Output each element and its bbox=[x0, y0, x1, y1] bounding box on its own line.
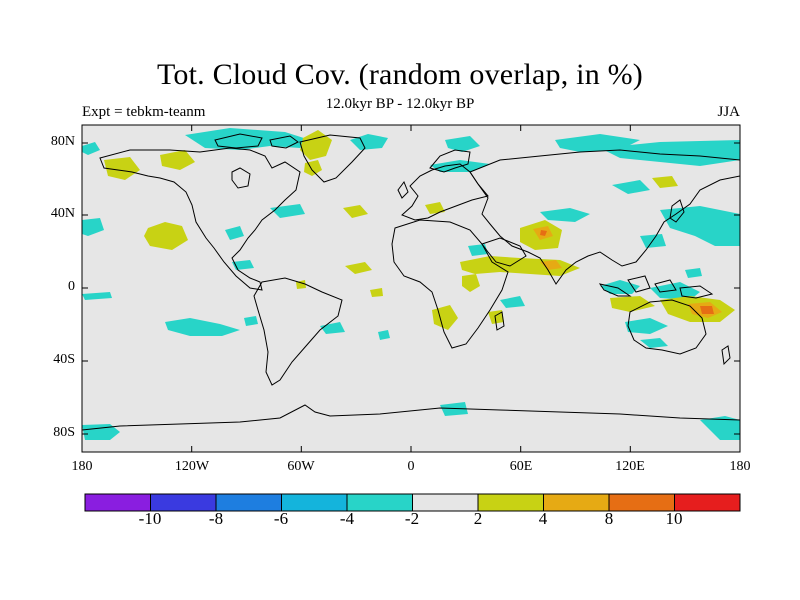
coastline-arctic-islands bbox=[269, 135, 299, 149]
coastline-africa bbox=[391, 219, 509, 349]
anomaly-negative-patch bbox=[612, 180, 650, 194]
colorbar-label-0: -10 bbox=[138, 509, 162, 528]
lon-label-120e: 120E bbox=[615, 459, 645, 474]
lon-label-120w: 120W bbox=[174, 459, 210, 474]
anomaly-positive-patch bbox=[425, 202, 445, 214]
colorbar-label-3: -4 bbox=[339, 509, 355, 528]
anomaly-positive-patch bbox=[345, 262, 372, 274]
colorbar-label-1: -8 bbox=[208, 509, 224, 528]
lon-label-0: 0 bbox=[407, 459, 415, 474]
colorbar-label-4: -2 bbox=[404, 509, 420, 528]
anomaly-negative-patch bbox=[440, 402, 468, 416]
anomaly-negative-patch bbox=[82, 218, 104, 236]
coastline-greenland bbox=[299, 134, 366, 183]
coastline-new-guinea bbox=[679, 285, 714, 299]
anomaly-negative-patch bbox=[378, 330, 390, 340]
coastline-arctic-islands bbox=[214, 133, 263, 149]
coastline-britain bbox=[397, 180, 409, 199]
anomaly-negative-patch bbox=[165, 318, 240, 336]
lat-label-40s: 40S bbox=[53, 352, 75, 367]
anomaly-negative-patch bbox=[270, 204, 305, 218]
anomaly-patches bbox=[82, 128, 740, 440]
anomaly-positive-large-patch bbox=[540, 260, 562, 270]
anomaly-negative-patch bbox=[82, 142, 100, 155]
anomaly-negative-patch bbox=[445, 136, 480, 152]
coastline-indonesia bbox=[598, 283, 632, 297]
coastline-arabia bbox=[481, 237, 527, 267]
anomaly-negative-patch bbox=[650, 282, 700, 300]
coastline-australia bbox=[627, 299, 707, 355]
colorbar-label-7: 8 bbox=[604, 509, 614, 528]
anomaly-positive-patch bbox=[610, 296, 655, 312]
anomaly-positive-patch bbox=[144, 222, 188, 250]
coastline-indonesia bbox=[627, 275, 651, 293]
coastline-scandinavia bbox=[429, 149, 471, 173]
anomaly-negative-patch bbox=[82, 424, 120, 440]
anomaly-positive-patch bbox=[343, 205, 368, 218]
lat-label-40n: 40N bbox=[50, 206, 75, 221]
anomaly-positive-patch bbox=[300, 130, 332, 160]
colorbar bbox=[84, 493, 741, 512]
anomaly-negative-patch bbox=[640, 338, 668, 348]
experiment-label: Expt = tebkm-teanm bbox=[82, 104, 206, 120]
coastline-asia bbox=[469, 149, 740, 285]
plot-title: Tot. Cloud Cov. (random overlap, in %) bbox=[157, 58, 643, 91]
map-background bbox=[82, 125, 740, 452]
coastline-south-america bbox=[253, 277, 343, 386]
anomaly-negative-patch bbox=[700, 416, 740, 440]
coastline-north-america bbox=[99, 147, 301, 291]
colorbar-label-6: 4 bbox=[538, 509, 548, 528]
lon-label-60w: 60W bbox=[287, 459, 315, 474]
anomaly-positive-patch bbox=[370, 288, 383, 297]
lat-label-eq: 0 bbox=[68, 279, 75, 294]
colorbar-label-8: 10 bbox=[665, 509, 683, 528]
anomaly-positive-patch bbox=[160, 150, 195, 170]
coastline-antarctica bbox=[82, 404, 740, 431]
coastline-madagascar bbox=[494, 311, 505, 331]
lon-label-60e: 60E bbox=[509, 459, 533, 474]
anomaly-negative-patch bbox=[82, 292, 112, 300]
lon-label-180w: 180 bbox=[71, 459, 93, 474]
colorbar-label-5: 2 bbox=[473, 509, 483, 528]
coastline-japan bbox=[669, 199, 685, 223]
coastlines bbox=[82, 133, 740, 431]
coastline-indonesia bbox=[654, 279, 677, 293]
lat-ticks bbox=[82, 142, 740, 435]
season-label: JJA bbox=[717, 104, 740, 120]
coastline-hudson-bay bbox=[231, 167, 251, 189]
anomaly-negative-patch bbox=[600, 140, 740, 166]
coastline-new-zealand bbox=[721, 345, 731, 366]
anomaly-max-patch bbox=[540, 230, 547, 236]
lon-ticks bbox=[191, 125, 631, 452]
anomaly-negative-patch bbox=[685, 268, 702, 278]
anomaly-negative-patch bbox=[500, 296, 525, 308]
anomaly-negative-patch bbox=[660, 206, 740, 246]
anomaly-positive-patch bbox=[104, 157, 140, 180]
anomaly-positive-patch bbox=[652, 176, 678, 188]
plot-subtitle: 12.0kyr BP - 12.0kyr BP bbox=[325, 96, 475, 112]
anomaly-negative-patch bbox=[540, 208, 590, 222]
anomaly-negative-patch bbox=[232, 260, 254, 270]
colorbar-label-2: -6 bbox=[273, 509, 289, 528]
lat-label-80s: 80S bbox=[53, 425, 75, 440]
anomaly-max-patch bbox=[700, 306, 714, 314]
colorbar-box-9 bbox=[674, 493, 741, 512]
lat-label-80n: 80N bbox=[50, 134, 75, 149]
anomaly-positive-patch bbox=[462, 274, 480, 292]
anomaly-negative-patch bbox=[625, 318, 668, 334]
anomaly-negative-patch bbox=[244, 316, 258, 326]
anomaly-negative-patch bbox=[225, 226, 244, 240]
lon-label-180e: 180 bbox=[729, 459, 751, 474]
anomaly-negative-patch bbox=[468, 244, 488, 256]
anomaly-negative-patch bbox=[185, 128, 310, 150]
